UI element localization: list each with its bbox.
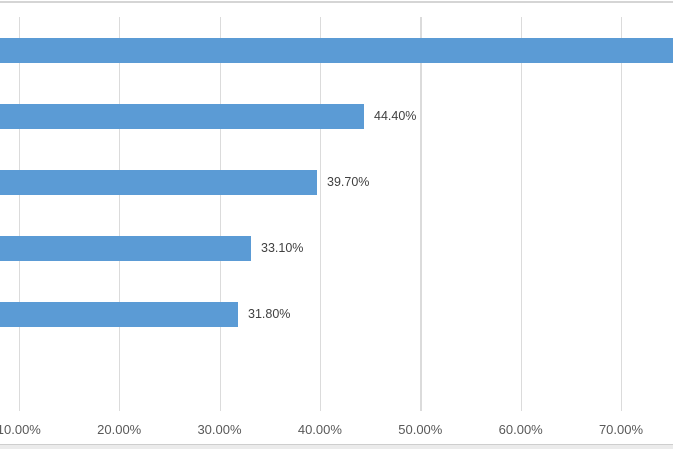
x-axis-tick-label: 50.00% (398, 422, 443, 437)
x-axis-tick-label: 60.00% (498, 422, 543, 437)
bar-data-label: 39.70% (327, 175, 370, 189)
bar-data-label: 33.10% (261, 241, 304, 255)
x-axis-tick-label: 10.00% (0, 422, 41, 437)
gridline-70pct (621, 17, 623, 411)
gridline-30pct (219, 17, 221, 411)
x-axis-tick-label: 20.00% (97, 422, 142, 437)
window-top-edge (0, 1, 673, 3)
x-axis-tick-label: 30.00% (197, 422, 242, 437)
bar-data-label: 31.80% (248, 307, 291, 321)
gridline-40pct (319, 17, 322, 411)
bar-series1-item3 (0, 170, 317, 195)
bar-series1-item4 (0, 236, 251, 261)
window-bottom-strip (0, 444, 673, 449)
x-axis-tick-label: 70.00% (598, 422, 644, 437)
bar-series1-item2 (0, 104, 364, 129)
gridline-10pct (18, 17, 21, 411)
gridline-20pct (119, 17, 121, 411)
bar-series1-item1 (0, 38, 673, 63)
bar-data-label: 44.40% (374, 109, 417, 123)
gridline-60pct (520, 17, 522, 411)
x-axis-tick-label: 40.00% (297, 422, 342, 437)
gridline-50pct (420, 17, 422, 411)
bar-series1-item5 (0, 302, 238, 327)
